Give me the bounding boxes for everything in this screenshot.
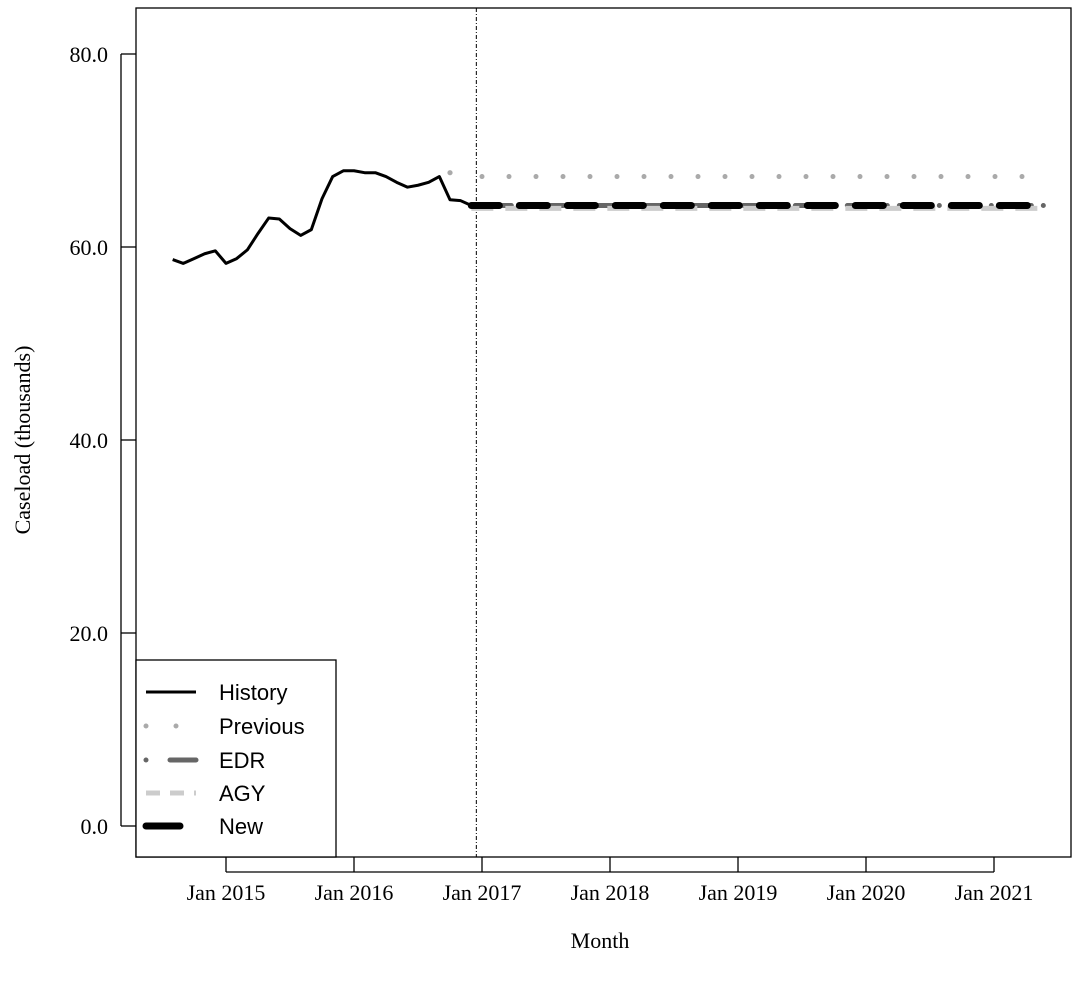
x-tick-label: Jan 2016 — [315, 880, 394, 905]
x-tick-label: Jan 2020 — [827, 880, 906, 905]
legend-label-history: History — [219, 680, 287, 705]
y-tick-label: 0.0 — [81, 814, 109, 839]
legend-label-edr: EDR — [219, 748, 265, 773]
y-axis: 0.0 20.0 40.0 60.0 80.0 — [70, 42, 136, 839]
x-tick-label: Jan 2018 — [571, 880, 650, 905]
legend-label-agy: AGY — [219, 781, 266, 806]
x-tick-label: Jan 2021 — [955, 880, 1034, 905]
x-tick-label: Jan 2017 — [443, 880, 522, 905]
previous-point — [447, 170, 453, 176]
x-tick-label: Jan 2019 — [699, 880, 778, 905]
series-layer — [172, 169, 1051, 265]
x-tick-label: Jan 2015 — [187, 880, 266, 905]
x-axis: Jan 2015 Jan 2016 Jan 2017 Jan 2018 Jan 2019… — [187, 857, 1034, 905]
y-tick-label: 40.0 — [70, 428, 109, 453]
y-tick-label: 60.0 — [70, 235, 109, 260]
x-axis-title: Month — [571, 928, 630, 953]
y-tick-label: 80.0 — [70, 42, 109, 67]
series-line-history — [172, 169, 472, 265]
y-tick-label: 20.0 — [70, 621, 109, 646]
legend: History Previous EDR AGY New — [135, 659, 337, 858]
plot-frame — [135, 7, 1072, 858]
legend-label-new: New — [219, 814, 263, 839]
legend-label-previous: Previous — [219, 714, 305, 739]
y-axis-title: Caseload (thousands) — [10, 346, 35, 535]
